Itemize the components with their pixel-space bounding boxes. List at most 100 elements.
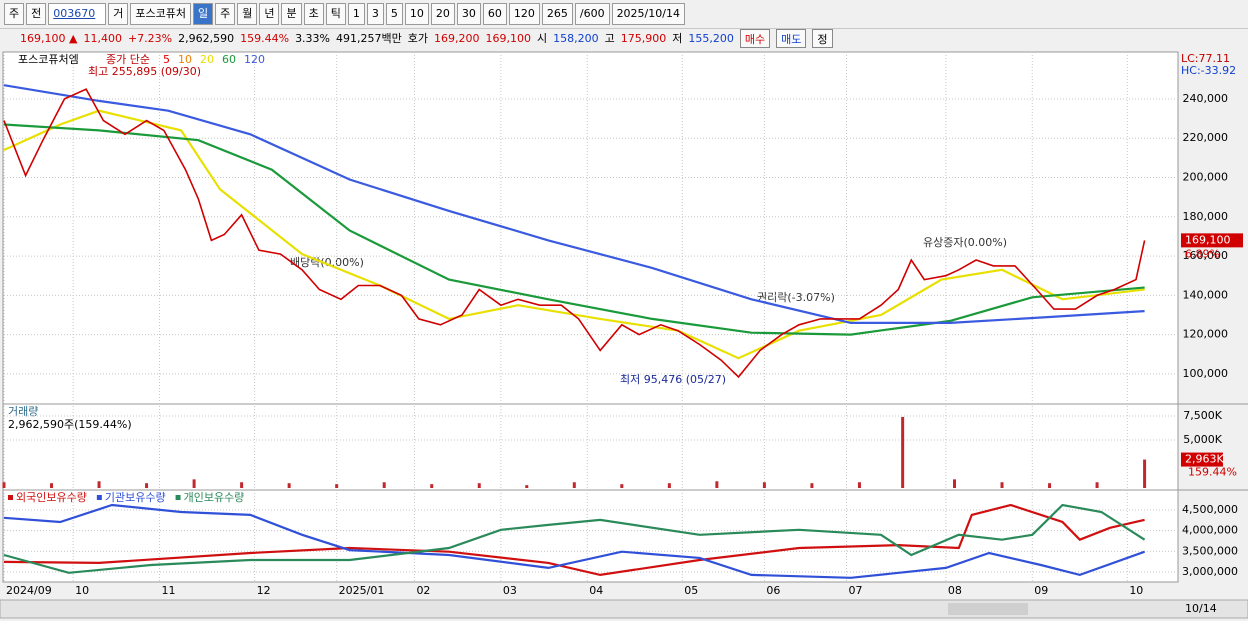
x-tick-label: 04 [589,584,603,597]
quote-bar: 169,100 ▲ 11,400 +7.23% 2,962,590 159.44… [0,28,1248,48]
high-label: 고 [604,32,615,45]
toolbar-item[interactable]: 30 [456,3,481,25]
last-price-box [1181,233,1243,248]
y-tick-label: 240,000 [1183,92,1229,105]
volume-title: 거래량 [8,405,38,418]
toolbar-item[interactable]: 틱 [325,3,346,25]
y-tick-label: 200,000 [1183,171,1229,184]
volume-bar [620,484,624,488]
toolbar-item[interactable]: 일 [192,3,214,25]
toolbar-item[interactable]: 5 [385,3,403,25]
x-tick-label: 10 [75,584,89,597]
stock-name: 포스코퓨처엠 [18,53,79,66]
toolbar-item[interactable]: 3 [366,3,384,25]
ma-legend: 5 [163,53,170,66]
last-volume: 2,963K [1185,453,1224,466]
volume-ratio: 159.44% [240,32,290,45]
toolbar-item[interactable]: 003670 [48,3,107,25]
moving-average [3,84,1145,324]
volume-bar [762,482,766,488]
volume-bar [477,483,481,488]
toolbar-item[interactable]: 120 [508,3,540,25]
toolbar-item[interactable]: 1 [347,3,365,25]
toolbar-item[interactable]: 10 [404,3,429,25]
volume-bar [1000,482,1004,488]
ma-legend: 120 [244,53,265,66]
y-tick-label: 4,000,000 [1182,524,1238,537]
volume-bar [901,416,905,488]
legend-swatch [96,495,102,500]
x-tick-label: 11 [162,584,176,597]
ma-legend: 20 [200,53,214,66]
x-tick-label: 05 [684,584,698,597]
change: 11,400 [83,32,122,45]
volume-bar [857,482,861,488]
moving-average [3,109,1145,360]
y-tick-label: 5,000K [1183,433,1222,446]
close-line [3,88,1146,379]
open-label: 시 [537,32,548,45]
holdings-line [3,503,1145,577]
x-tick-label: 09 [1034,584,1048,597]
toolbar: 주 전 003670 거 포스코퓨처 일 주 월 년 분 초 틱 1 3 5 10 20 30 60 120 265/6… [0,3,1248,25]
last-price: 169,100 [1185,233,1231,246]
toolbar-item[interactable]: 년 [259,3,280,25]
holdings-legend: 외국인보유수량 [16,491,87,504]
x-end-label: 10/14 [1185,602,1217,615]
high: 175,900 [620,32,667,45]
volume-bar [287,483,291,488]
volume-bar [715,481,719,488]
toolbar-item[interactable]: /600 [574,3,610,25]
toolbar-item[interactable]: 주 [215,3,236,25]
sell-button[interactable]: 매도 [776,29,807,48]
volume-bar [572,482,576,488]
holdings-legend: 기관보유수량 [105,491,166,504]
amount: 491,257백만 [336,32,402,45]
volume-bar [1095,482,1099,488]
buy-button[interactable]: 매수 [739,29,771,48]
scrollbar[interactable] [0,599,1248,619]
last-volume-box [1181,452,1223,467]
toolbar-item[interactable]: 전 [26,3,47,25]
change-pct: +7.23% [127,32,173,45]
x-tick-label: 08 [948,584,962,597]
toolbar-item[interactable]: 20 [430,3,455,25]
y-tick-label: 140,000 [1183,288,1229,301]
toolbar-item[interactable]: 월 [237,3,258,25]
low-label: 저 [672,32,683,45]
x-tick-label: 2025/01 [339,584,385,597]
volume-bar [192,479,196,488]
y-tick-label: 220,000 [1183,131,1229,144]
toolbar-item[interactable]: 초 [303,3,324,25]
ma-legend: 10 [178,53,192,66]
toolbar-item[interactable]: 60 [482,3,507,25]
low: 155,200 [688,32,734,45]
holdings-line [3,503,1146,574]
ask: 169,200 [434,32,480,45]
hc-label: HC:-33.92 [1181,64,1236,77]
annotation-low: 최저 95,476 (05/27) [620,373,726,386]
x-tick-label: 2024/09 [6,584,52,597]
toolbar-item[interactable]: 2025/10/14 [611,3,685,25]
annotation: 유상증자(0.00%) [923,236,1007,249]
lc-label: LC:77.11 [1181,52,1230,65]
volume-bar [1143,459,1147,488]
y-tick-label: 3,000,000 [1182,565,1238,578]
toolbar-item[interactable]: 265 [541,3,573,25]
legend-swatch [8,495,13,500]
toolbar-item[interactable]: 주 [4,3,25,25]
volume-summary: 2,962,590주(159.44%) [8,418,132,431]
volume-bar [50,483,54,488]
toolbar-item[interactable]: 포스코퓨처 [130,3,191,25]
price: 169,100 ▲ [20,32,78,45]
x-tick-label: 12 [257,584,271,597]
holdings-line [3,503,1145,579]
last-volume-ratio: 159.44% [1188,466,1237,479]
edit-button[interactable]: 정 [812,29,833,48]
toolbar-item[interactable]: 거 [108,3,129,25]
scroll-thumb[interactable] [948,603,1028,615]
x-tick-label: 03 [503,584,517,597]
open: 158,200 [553,32,599,45]
toolbar-item[interactable]: 분 [281,3,302,25]
